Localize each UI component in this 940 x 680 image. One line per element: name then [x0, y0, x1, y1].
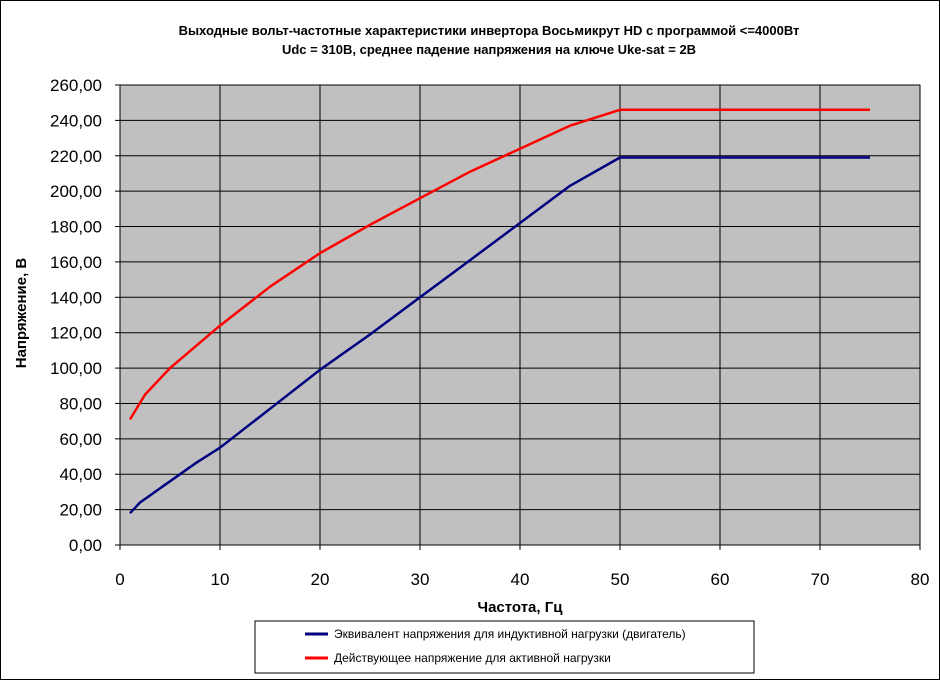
axes: [115, 84, 921, 550]
y-tick-label: 220,00: [50, 147, 102, 166]
legend-label-inductive: Эквивалент напряжения для индуктивной на…: [334, 627, 686, 641]
y-tick-label: 260,00: [50, 76, 102, 95]
x-tick-label: 0: [115, 570, 124, 589]
y-tick-label: 100,00: [50, 359, 102, 378]
y-tick-labels: 0,00 20,00 40,00 60,00 80,00 100,00 120,00 140,…: [50, 76, 102, 555]
x-tick-label: 10: [211, 570, 230, 589]
y-tick-label: 60,00: [59, 430, 102, 449]
chart-title-line2: Udc = 310В, среднее падение напряжения н…: [282, 42, 696, 57]
y-tick-label: 0,00: [69, 536, 102, 555]
legend-box: [254, 620, 755, 674]
x-tick-label: 20: [311, 570, 330, 589]
y-tick-label: 20,00: [59, 501, 102, 520]
legend-label-active: Действующее напряжение для активной нагр…: [334, 651, 611, 665]
x-axis-label: Частота, Гц: [478, 599, 564, 616]
chart-title-line1: Выходные вольт-частотные характеристики …: [179, 23, 800, 38]
x-tick-label: 70: [811, 570, 830, 589]
y-tick-label: 200,00: [50, 182, 102, 201]
x-tick-label: 40: [511, 570, 530, 589]
legend: Эквивалент напряжения для индуктивной на…: [254, 620, 755, 674]
x-tick-label: 50: [611, 570, 630, 589]
series-line-active: [128, 108, 870, 421]
x-tick-labels: 0 10 20 30 40 50 60 70 80: [115, 570, 929, 589]
x-tick-label: 80: [911, 570, 930, 589]
series-line-inductive: [129, 156, 870, 515]
series-lines: [128, 108, 870, 515]
y-axis-label: Напряжение, В: [13, 258, 30, 369]
y-tick-label: 160,00: [50, 253, 102, 272]
y-tick-label: 40,00: [59, 465, 102, 484]
y-tick-label: 240,00: [50, 111, 102, 130]
y-tick-label: 180,00: [50, 218, 102, 237]
x-tick-label: 60: [711, 570, 730, 589]
y-tick-label: 120,00: [50, 324, 102, 343]
grid-lines: [120, 84, 921, 545]
y-tick-label: 80,00: [59, 394, 102, 413]
x-tick-label: 30: [411, 570, 430, 589]
y-tick-label: 140,00: [50, 288, 102, 307]
